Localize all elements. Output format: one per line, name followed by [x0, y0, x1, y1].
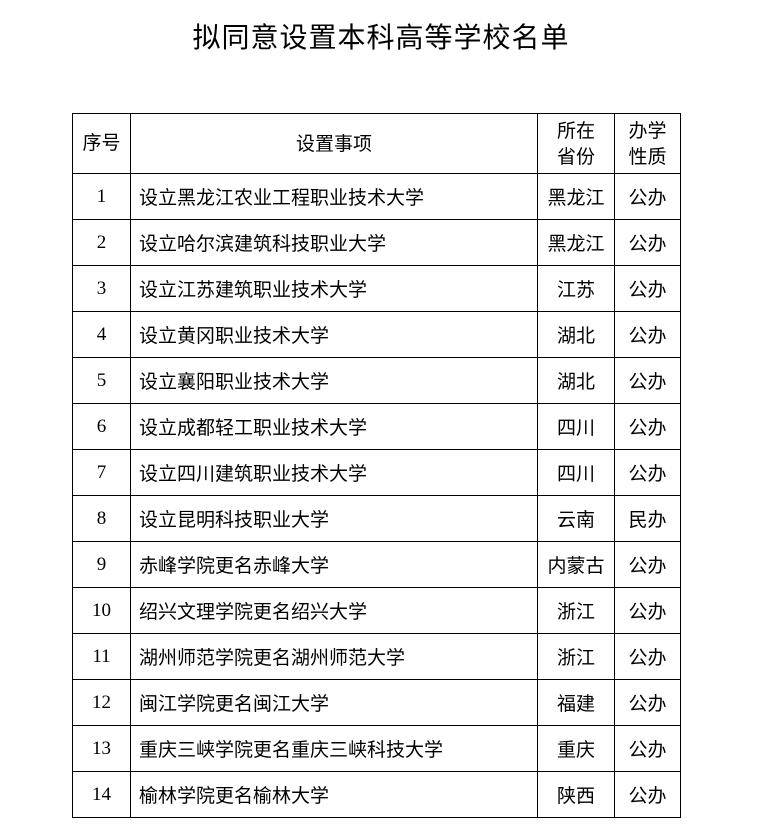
cell-item: 设立四川建筑职业技术大学 — [130, 449, 538, 496]
cell-province: 江苏 — [537, 265, 615, 312]
cell-nature: 公办 — [614, 633, 681, 680]
cell-province: 陕西 — [537, 771, 615, 818]
cell-province: 湖北 — [537, 357, 615, 404]
table-row: 13 重庆三峡学院更名重庆三峡科技大学 重庆 公办 — [72, 725, 681, 772]
cell-province: 黑龙江 — [537, 173, 615, 220]
table-row: 2 设立哈尔滨建筑科技职业大学 黑龙江 公办 — [72, 219, 681, 266]
document-title: 拟同意设置本科高等学校名单 — [192, 21, 570, 54]
cell-item: 设立江苏建筑职业技术大学 — [130, 265, 538, 312]
header-nature-line1: 办学 — [628, 119, 667, 142]
cell-province: 内蒙古 — [537, 541, 615, 588]
header-province: 所在 省份 — [537, 113, 615, 174]
cell-province: 浙江 — [537, 587, 615, 634]
universities-table: 序号 设置事项 所在 省份 办学 性质 1 设立黑龙江农业工程职业技术大学 黑龙江 公办 2… — [72, 113, 681, 818]
table-row: 4 设立黄冈职业技术大学 湖北 公办 — [72, 311, 681, 358]
cell-nature: 公办 — [614, 219, 681, 266]
table-row: 9 赤峰学院更名赤峰大学 内蒙古 公办 — [72, 541, 681, 588]
cell-nature: 公办 — [614, 265, 681, 312]
table-row: 5 设立襄阳职业技术大学 湖北 公办 — [72, 357, 681, 404]
table-row: 11 湖州师范学院更名湖州师范大学 浙江 公办 — [72, 633, 681, 680]
cell-item: 设立昆明科技职业大学 — [130, 495, 538, 542]
cell-item: 设立襄阳职业技术大学 — [130, 357, 538, 404]
table-row: 3 设立江苏建筑职业技术大学 江苏 公办 — [72, 265, 681, 312]
cell-number: 8 — [72, 495, 131, 542]
cell-number: 2 — [72, 219, 131, 266]
cell-number: 12 — [72, 679, 131, 726]
cell-province: 四川 — [537, 449, 615, 496]
cell-number: 11 — [72, 633, 131, 680]
cell-nature: 公办 — [614, 725, 681, 772]
cell-nature: 公办 — [614, 403, 681, 450]
header-nature-line2: 性质 — [628, 145, 667, 168]
table-row: 12 闽江学院更名闽江大学 福建 公办 — [72, 679, 681, 726]
table-row: 8 设立昆明科技职业大学 云南 民办 — [72, 495, 681, 542]
header-number: 序号 — [72, 113, 131, 174]
cell-number: 5 — [72, 357, 131, 404]
cell-nature: 公办 — [614, 357, 681, 404]
table-row: 1 设立黑龙江农业工程职业技术大学 黑龙江 公办 — [72, 173, 681, 220]
cell-item: 赤峰学院更名赤峰大学 — [130, 541, 538, 588]
cell-number: 9 — [72, 541, 131, 588]
cell-number: 1 — [72, 173, 131, 220]
table-row: 6 设立成都轻工职业技术大学 四川 公办 — [72, 403, 681, 450]
header-province-line1: 所在 — [556, 119, 595, 142]
cell-province: 浙江 — [537, 633, 615, 680]
cell-number: 6 — [72, 403, 131, 450]
cell-item: 设立黑龙江农业工程职业技术大学 — [130, 173, 538, 220]
cell-nature: 公办 — [614, 541, 681, 588]
cell-province: 黑龙江 — [537, 219, 615, 266]
cell-number: 4 — [72, 311, 131, 358]
cell-item: 绍兴文理学院更名绍兴大学 — [130, 587, 538, 634]
cell-nature: 公办 — [614, 311, 681, 358]
cell-item: 闽江学院更名闽江大学 — [130, 679, 538, 726]
cell-item: 重庆三峡学院更名重庆三峡科技大学 — [130, 725, 538, 772]
table-row: 7 设立四川建筑职业技术大学 四川 公办 — [72, 449, 681, 496]
cell-number: 3 — [72, 265, 131, 312]
cell-province: 四川 — [537, 403, 615, 450]
cell-nature: 公办 — [614, 173, 681, 220]
cell-province: 重庆 — [537, 725, 615, 772]
header-province-line2: 省份 — [556, 145, 595, 168]
header-item: 设置事项 — [130, 113, 538, 174]
cell-province: 福建 — [537, 679, 615, 726]
cell-number: 10 — [72, 587, 131, 634]
table-row: 14 榆林学院更名榆林大学 陕西 公办 — [72, 771, 681, 818]
cell-nature: 公办 — [614, 771, 681, 818]
cell-nature: 民办 — [614, 495, 681, 542]
header-nature: 办学 性质 — [614, 113, 681, 174]
table-row: 10 绍兴文理学院更名绍兴大学 浙江 公办 — [72, 587, 681, 634]
cell-province: 湖北 — [537, 311, 615, 358]
cell-number: 14 — [72, 771, 131, 818]
cell-item: 设立成都轻工职业技术大学 — [130, 403, 538, 450]
cell-item: 设立哈尔滨建筑科技职业大学 — [130, 219, 538, 266]
cell-nature: 公办 — [614, 449, 681, 496]
table-header-row: 序号 设置事项 所在省份 办学性质 — [72, 113, 681, 174]
cell-nature: 公办 — [614, 679, 681, 726]
cell-province: 云南 — [537, 495, 615, 542]
cell-number: 13 — [72, 725, 131, 772]
cell-item: 榆林学院更名榆林大学 — [130, 771, 538, 818]
cell-number: 7 — [72, 449, 131, 496]
cell-nature: 公办 — [614, 587, 681, 634]
cell-item: 设立黄冈职业技术大学 — [130, 311, 538, 358]
cell-item: 湖州师范学院更名湖州师范大学 — [130, 633, 538, 680]
